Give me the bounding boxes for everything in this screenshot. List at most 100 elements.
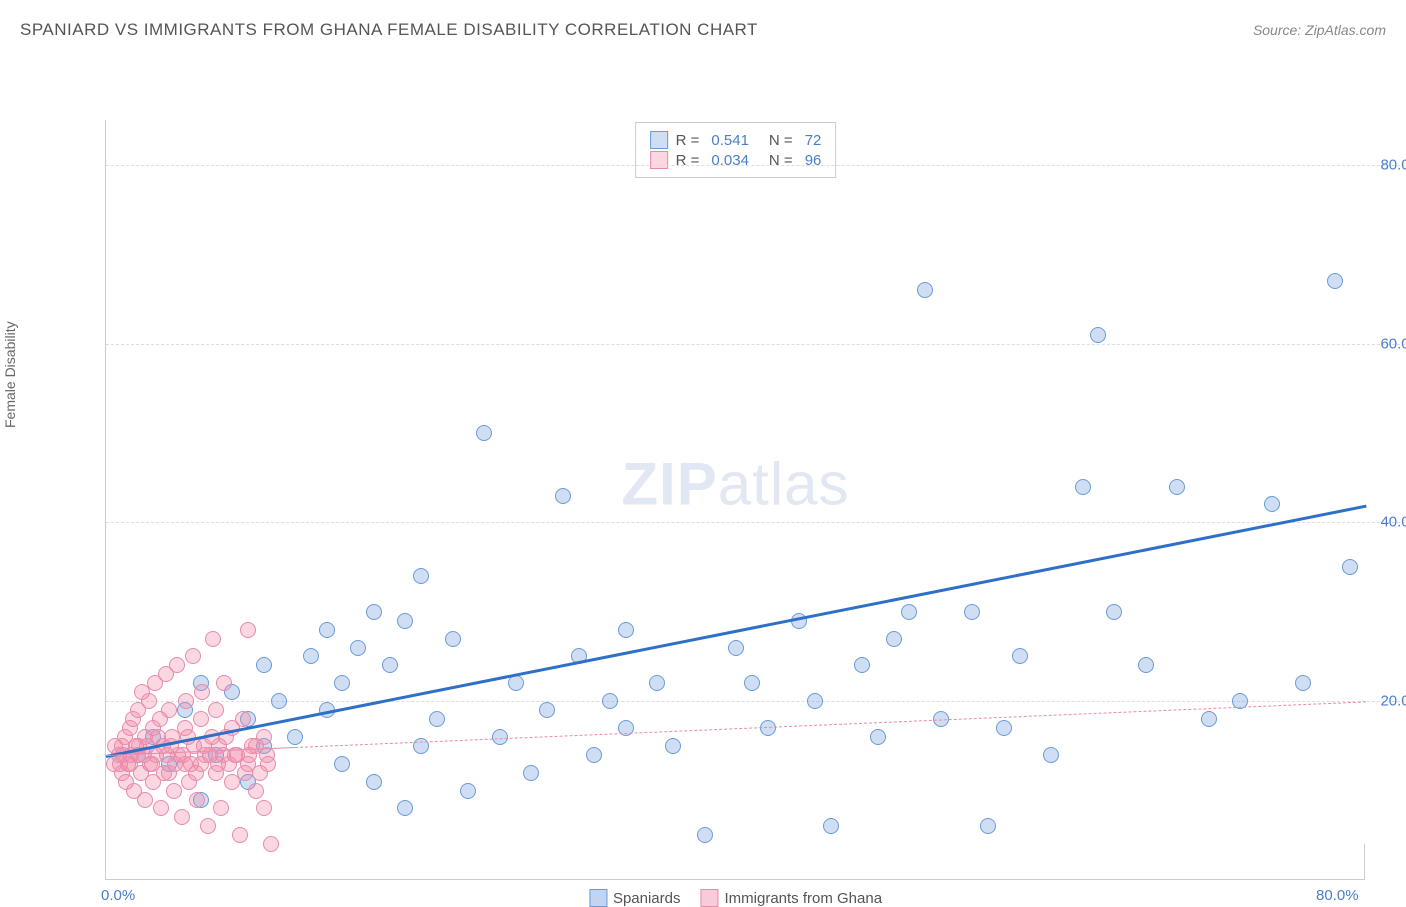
y-tick-label: 20.0% bbox=[1380, 693, 1406, 710]
gridline bbox=[106, 522, 1406, 523]
legend-r-value: 0.541 bbox=[711, 132, 749, 149]
gridline bbox=[106, 701, 1406, 702]
scatter-point bbox=[1295, 675, 1311, 691]
chart-area: ZIPatlas R =0.541N =72R =0.034N =96 Span… bbox=[50, 60, 1380, 840]
scatter-point bbox=[235, 711, 251, 727]
right-axis-tick bbox=[1364, 844, 1365, 879]
scatter-plot: ZIPatlas R =0.541N =72R =0.034N =96 Span… bbox=[105, 120, 1365, 880]
scatter-point bbox=[1169, 479, 1185, 495]
scatter-point bbox=[492, 729, 508, 745]
scatter-point bbox=[303, 648, 319, 664]
scatter-point bbox=[649, 675, 665, 691]
scatter-point bbox=[744, 675, 760, 691]
scatter-point bbox=[854, 657, 870, 673]
scatter-point bbox=[183, 756, 199, 772]
chart-title: SPANIARD VS IMMIGRANTS FROM GHANA FEMALE… bbox=[20, 20, 758, 40]
scatter-point bbox=[382, 657, 398, 673]
legend-n-label: N = bbox=[769, 132, 793, 149]
x-tick-label: 80.0% bbox=[1316, 887, 1359, 904]
scatter-point bbox=[1138, 657, 1154, 673]
scatter-point bbox=[366, 604, 382, 620]
scatter-point bbox=[319, 622, 335, 638]
scatter-point bbox=[823, 818, 839, 834]
scatter-point bbox=[1327, 273, 1343, 289]
legend-series-label: Spaniards bbox=[613, 890, 681, 907]
legend-row: R = 0.034 N = 96 bbox=[650, 151, 822, 169]
legend-r-label: R = bbox=[676, 132, 700, 149]
scatter-point bbox=[539, 702, 555, 718]
scatter-point bbox=[194, 684, 210, 700]
scatter-point bbox=[137, 792, 153, 808]
legend-n-label: N = bbox=[769, 152, 793, 169]
scatter-point bbox=[334, 756, 350, 772]
legend-n-value: 72 bbox=[805, 132, 822, 149]
correlation-legend: R = 0.541 N = 72 R = 0.034 N = 96 bbox=[635, 122, 837, 178]
scatter-point bbox=[237, 765, 253, 781]
scatter-point bbox=[1342, 559, 1358, 575]
scatter-point bbox=[248, 783, 264, 799]
scatter-point bbox=[263, 836, 279, 852]
y-tick-label: 80.0% bbox=[1380, 156, 1406, 173]
legend-r-label: R = bbox=[676, 152, 700, 169]
scatter-point bbox=[413, 738, 429, 754]
scatter-point bbox=[208, 702, 224, 718]
scatter-point bbox=[287, 729, 303, 745]
scatter-point bbox=[260, 756, 276, 772]
legend-r-value: 0.034 bbox=[711, 152, 749, 169]
scatter-point bbox=[159, 747, 175, 763]
trend-line bbox=[106, 504, 1367, 757]
gridline bbox=[106, 344, 1406, 345]
scatter-point bbox=[193, 711, 209, 727]
scatter-point bbox=[1201, 711, 1217, 727]
scatter-point bbox=[429, 711, 445, 727]
scatter-point bbox=[350, 640, 366, 656]
scatter-point bbox=[169, 657, 185, 673]
scatter-point bbox=[870, 729, 886, 745]
gridline bbox=[106, 165, 1406, 166]
scatter-point bbox=[964, 604, 980, 620]
scatter-point bbox=[256, 657, 272, 673]
legend-row: R = 0.541 N = 72 bbox=[650, 131, 822, 149]
legend-n-value: 96 bbox=[805, 152, 822, 169]
source-attribution: Source: ZipAtlas.com bbox=[1253, 22, 1386, 38]
scatter-point bbox=[161, 702, 177, 718]
scatter-point bbox=[618, 622, 634, 638]
scatter-point bbox=[334, 675, 350, 691]
scatter-point bbox=[1090, 327, 1106, 343]
scatter-point bbox=[697, 827, 713, 843]
scatter-point bbox=[153, 800, 169, 816]
scatter-point bbox=[1106, 604, 1122, 620]
scatter-point bbox=[586, 747, 602, 763]
scatter-point bbox=[1012, 648, 1028, 664]
legend-swatch-icon bbox=[650, 131, 668, 149]
scatter-point bbox=[728, 640, 744, 656]
scatter-point bbox=[178, 693, 194, 709]
scatter-point bbox=[413, 568, 429, 584]
scatter-point bbox=[166, 783, 182, 799]
scatter-point bbox=[917, 282, 933, 298]
scatter-point bbox=[901, 604, 917, 620]
scatter-point bbox=[141, 693, 157, 709]
scatter-point bbox=[807, 693, 823, 709]
scatter-point bbox=[397, 613, 413, 629]
scatter-point bbox=[366, 774, 382, 790]
scatter-point bbox=[886, 631, 902, 647]
scatter-point bbox=[271, 693, 287, 709]
scatter-point bbox=[174, 809, 190, 825]
legend-swatch-icon bbox=[650, 151, 668, 169]
y-tick-label: 40.0% bbox=[1380, 514, 1406, 531]
scatter-point bbox=[996, 720, 1012, 736]
x-tick-label: 0.0% bbox=[101, 887, 135, 904]
y-axis-label: Female Disability bbox=[2, 321, 18, 428]
scatter-point bbox=[602, 693, 618, 709]
scatter-point bbox=[665, 738, 681, 754]
scatter-point bbox=[189, 792, 205, 808]
scatter-point bbox=[240, 622, 256, 638]
watermark: ZIPatlas bbox=[621, 450, 849, 519]
scatter-point bbox=[460, 783, 476, 799]
scatter-point bbox=[205, 631, 221, 647]
scatter-point bbox=[397, 800, 413, 816]
scatter-point bbox=[555, 488, 571, 504]
scatter-point bbox=[185, 648, 201, 664]
scatter-point bbox=[1264, 496, 1280, 512]
